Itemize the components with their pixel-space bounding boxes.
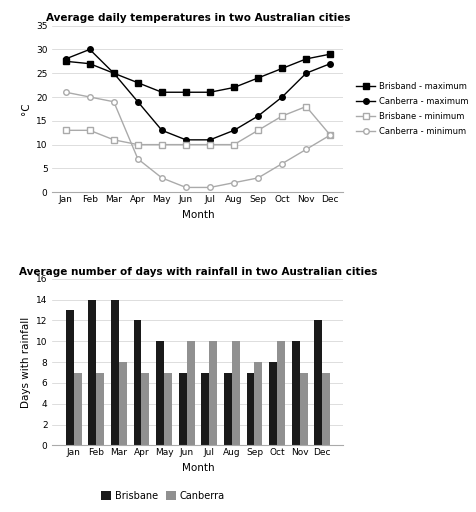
X-axis label: Month: Month <box>181 209 214 220</box>
Canberra - maximum <box>231 127 237 134</box>
Brisbane - minimum <box>87 127 92 134</box>
Bar <box>66 310 73 445</box>
Brisband - maximum <box>278 66 284 72</box>
Canberra - maximum <box>327 60 332 67</box>
Canberra - minimum <box>183 184 188 190</box>
Brisband - maximum <box>63 58 69 65</box>
Bar <box>73 373 81 445</box>
Canberra - minimum <box>207 184 212 190</box>
Canberra - maximum <box>207 137 212 143</box>
Canberra - maximum <box>183 137 188 143</box>
Bar <box>88 300 96 445</box>
Brisbane - minimum <box>159 141 164 147</box>
Canberra - minimum <box>278 161 284 167</box>
Canberra - maximum <box>255 113 260 119</box>
Canberra - maximum <box>111 70 117 76</box>
Brisbane - minimum <box>63 127 69 134</box>
Legend: Brisbane, Canberra: Brisbane, Canberra <box>97 487 228 505</box>
Brisbane - minimum <box>231 141 237 147</box>
X-axis label: Month: Month <box>181 463 214 473</box>
Canberra - minimum <box>231 180 237 186</box>
Bar <box>96 373 104 445</box>
Bar <box>156 342 164 445</box>
Canberra - maximum <box>135 99 140 105</box>
Y-axis label: Days with rainfall: Days with rainfall <box>20 316 30 408</box>
Brisband - maximum <box>183 89 188 95</box>
Brisbane - minimum <box>303 103 308 110</box>
Line: Canberra - maximum: Canberra - maximum <box>63 47 332 143</box>
Brisband - maximum <box>111 70 117 76</box>
Brisbane - minimum <box>111 137 117 143</box>
Legend: Brisband - maximum, Canberra - maximum, Brisbane - minimum, Canberra - minimum: Brisband - maximum, Canberra - maximum, … <box>356 82 467 136</box>
Bar <box>201 373 209 445</box>
Brisband - maximum <box>207 89 212 95</box>
Bar <box>322 373 329 445</box>
Bar <box>224 373 231 445</box>
Canberra - minimum <box>63 89 69 95</box>
Bar <box>164 373 171 445</box>
Bar <box>209 342 217 445</box>
Canberra - maximum <box>87 46 92 52</box>
Bar <box>231 342 239 445</box>
Brisband - maximum <box>87 60 92 67</box>
Title: Average number of days with rainfall in two Australian cities: Average number of days with rainfall in … <box>19 267 377 276</box>
Brisband - maximum <box>255 75 260 81</box>
Canberra - maximum <box>159 127 164 134</box>
Canberra - maximum <box>63 56 69 62</box>
Bar <box>186 342 194 445</box>
Bar <box>119 362 127 445</box>
Canberra - maximum <box>278 94 284 100</box>
Brisbane - minimum <box>183 141 188 147</box>
Brisband - maximum <box>135 80 140 86</box>
Canberra - minimum <box>87 94 92 100</box>
Title: Average daily temperatures in two Australian cities: Average daily temperatures in two Austra… <box>46 13 349 24</box>
Bar <box>299 373 307 445</box>
Canberra - minimum <box>255 175 260 181</box>
Brisband - maximum <box>231 84 237 91</box>
Bar <box>141 373 149 445</box>
Canberra - maximum <box>303 70 308 76</box>
Y-axis label: °C: °C <box>20 102 30 115</box>
Brisband - maximum <box>303 56 308 62</box>
Bar <box>277 342 284 445</box>
Line: Canberra - minimum: Canberra - minimum <box>63 90 332 190</box>
Line: Brisband - maximum: Brisband - maximum <box>63 51 332 95</box>
Brisbane - minimum <box>207 141 212 147</box>
Brisband - maximum <box>159 89 164 95</box>
Bar <box>268 362 277 445</box>
Bar <box>178 373 186 445</box>
Brisbane - minimum <box>255 127 260 134</box>
Bar <box>133 321 141 445</box>
Brisbane - minimum <box>278 113 284 119</box>
Bar <box>314 321 322 445</box>
Bar <box>111 300 119 445</box>
Brisbane - minimum <box>327 132 332 138</box>
Canberra - minimum <box>135 156 140 162</box>
Brisband - maximum <box>327 51 332 57</box>
Canberra - minimum <box>111 99 117 105</box>
Canberra - minimum <box>327 132 332 138</box>
Bar <box>246 373 254 445</box>
Canberra - minimum <box>159 175 164 181</box>
Canberra - minimum <box>303 146 308 153</box>
Brisbane - minimum <box>135 141 140 147</box>
Line: Brisbane - minimum: Brisbane - minimum <box>63 104 332 147</box>
Bar <box>291 342 299 445</box>
Bar <box>254 362 262 445</box>
